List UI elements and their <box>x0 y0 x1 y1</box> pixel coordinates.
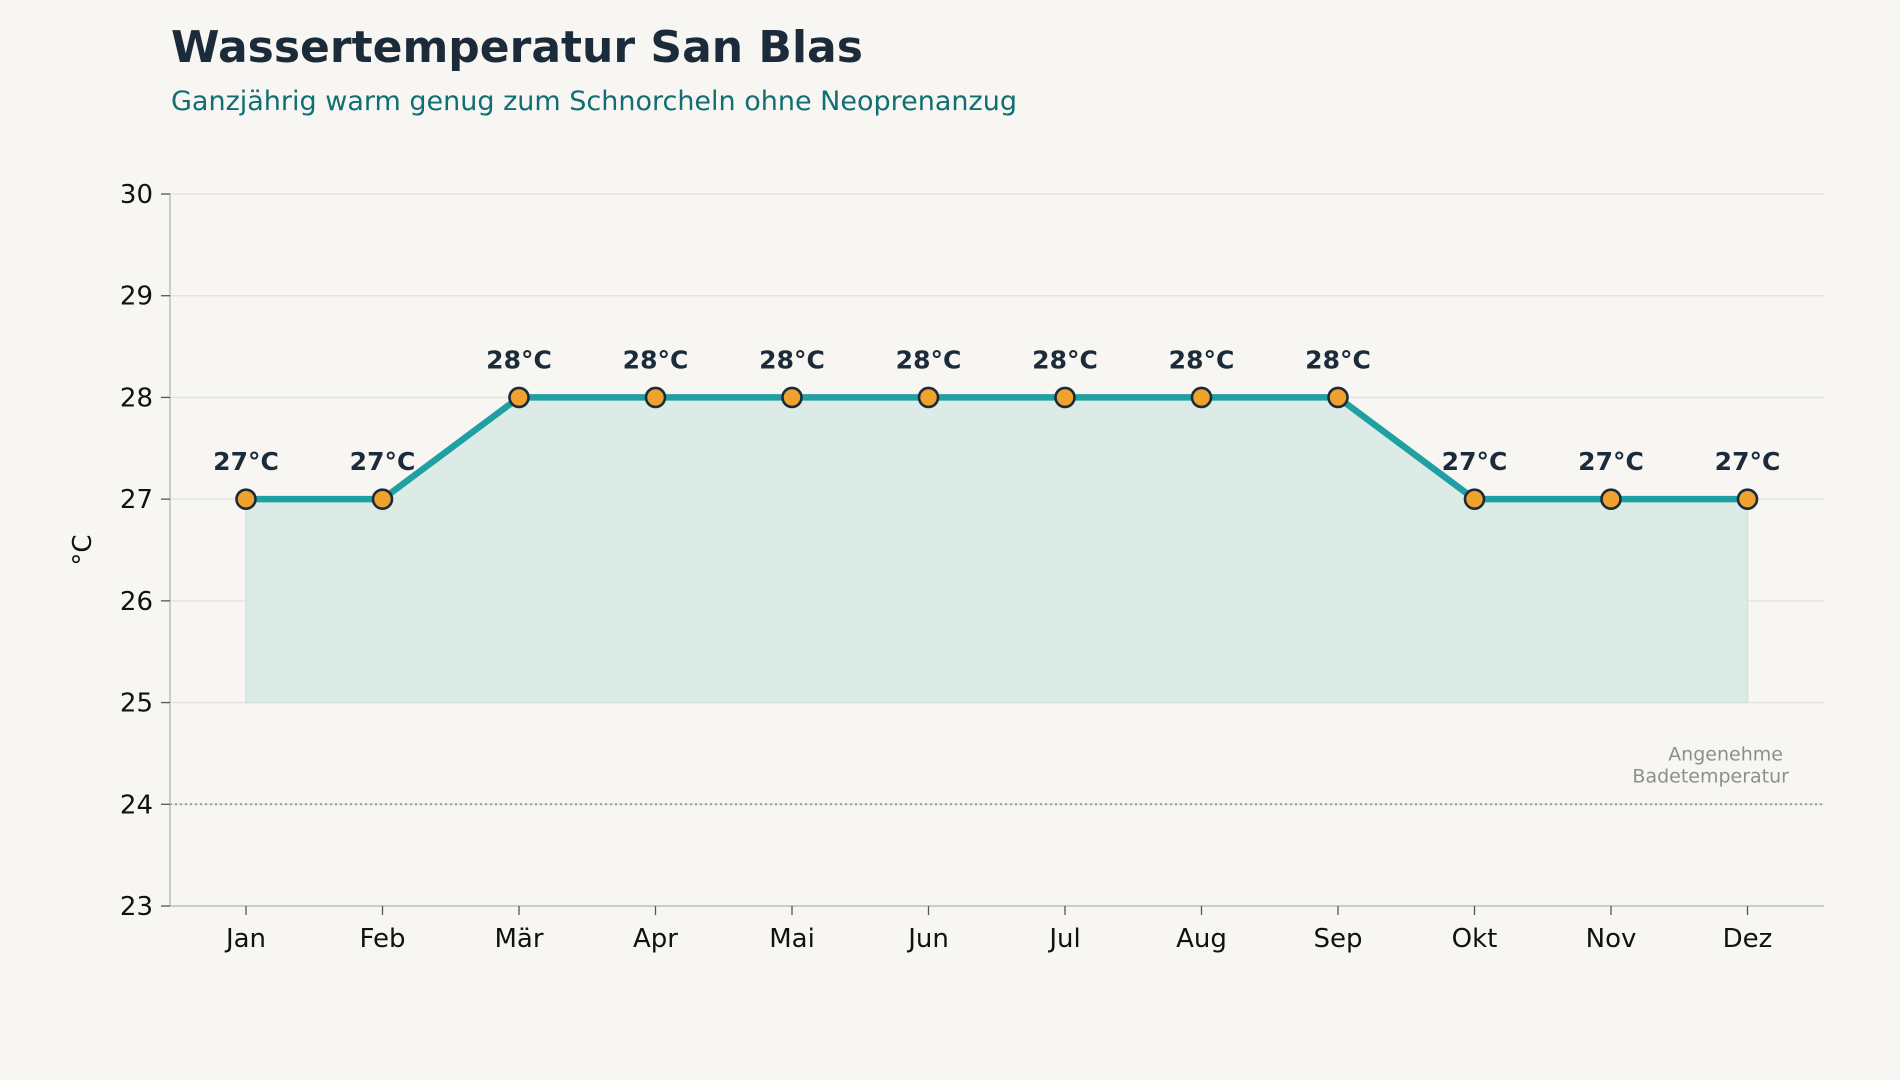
reference-label-line-2: Badetemperatur <box>1632 765 1789 787</box>
y-tick-label: 29 <box>120 282 153 312</box>
data-value-label: 27°C <box>213 447 279 476</box>
data-point-marker <box>508 386 530 409</box>
x-tick-label: Sep <box>1313 924 1362 954</box>
x-tick-label: Dez <box>1723 924 1773 954</box>
data-point-marker <box>371 488 394 510</box>
data-value-label: 28°C <box>623 345 689 374</box>
x-tick-label: Mai <box>769 924 815 954</box>
y-tick-label: 23 <box>120 892 153 922</box>
data-point-marker <box>235 488 257 510</box>
y-tick-label: 26 <box>120 587 153 617</box>
x-tick-label: Apr <box>633 924 678 954</box>
data-value-label: 28°C <box>1169 345 1235 374</box>
x-tick-label: Jun <box>906 924 949 954</box>
data-point-marker <box>781 386 803 409</box>
data-value-label: 28°C <box>759 345 825 374</box>
data-value-label: 27°C <box>1442 447 1508 476</box>
x-tick-label: Okt <box>1452 924 1498 954</box>
y-axis-ticks: 23 24 25 26 27 28 29 30 <box>120 180 170 922</box>
reference-line-label: Angenehme Badetemperatur <box>1632 743 1789 787</box>
y-tick-label: 24 <box>120 790 153 820</box>
y-tick-label: 27 <box>120 485 153 515</box>
data-point-marker <box>1190 386 1213 409</box>
y-tick-label: 30 <box>120 180 153 210</box>
data-value-label: 28°C <box>486 345 552 374</box>
data-labels: 27°C 27°C 28°C 28°C 28°C 28°C 28°C 28°C 28°C 27°C… <box>213 345 1780 476</box>
data-point-marker <box>1736 488 1759 510</box>
x-tick-label: Aug <box>1176 924 1227 954</box>
chart-subtitle: Ganzjährig warm genug zum Schnorcheln oh… <box>171 86 1017 117</box>
data-point-marker <box>1054 386 1076 409</box>
y-tick-label: 25 <box>120 689 153 719</box>
x-tick-label: Jul <box>1047 924 1080 954</box>
y-tick-label: 28 <box>120 383 153 413</box>
x-tick-label: Nov <box>1586 924 1637 954</box>
data-value-label: 27°C <box>350 447 416 476</box>
data-markers <box>235 386 1759 510</box>
x-tick-label: Jan <box>224 924 266 954</box>
y-axis-label: °C <box>68 534 98 565</box>
temperature-area <box>245 396 1749 704</box>
data-point-marker <box>1463 488 1486 510</box>
data-value-label: 28°C <box>1305 345 1371 374</box>
data-value-label: 28°C <box>896 345 962 374</box>
data-value-label: 27°C <box>1578 447 1644 476</box>
data-point-marker <box>1327 386 1349 409</box>
reference-label-line-1: Angenehme <box>1668 743 1783 765</box>
temperature-line <box>246 394 1748 503</box>
data-point-marker <box>917 386 940 409</box>
x-axis-ticks: Jan Feb Mär Apr Mai Jun Jul Aug Sep Okt Nov Dez <box>224 906 1772 954</box>
x-tick-label: Feb <box>359 924 405 954</box>
data-point-marker <box>644 386 667 409</box>
data-point-marker <box>1600 488 1622 510</box>
chart-title: Wassertemperatur San Blas <box>171 22 863 73</box>
data-value-label: 28°C <box>1032 345 1098 374</box>
x-tick-label: Mär <box>494 924 543 954</box>
data-value-label: 27°C <box>1715 447 1781 476</box>
